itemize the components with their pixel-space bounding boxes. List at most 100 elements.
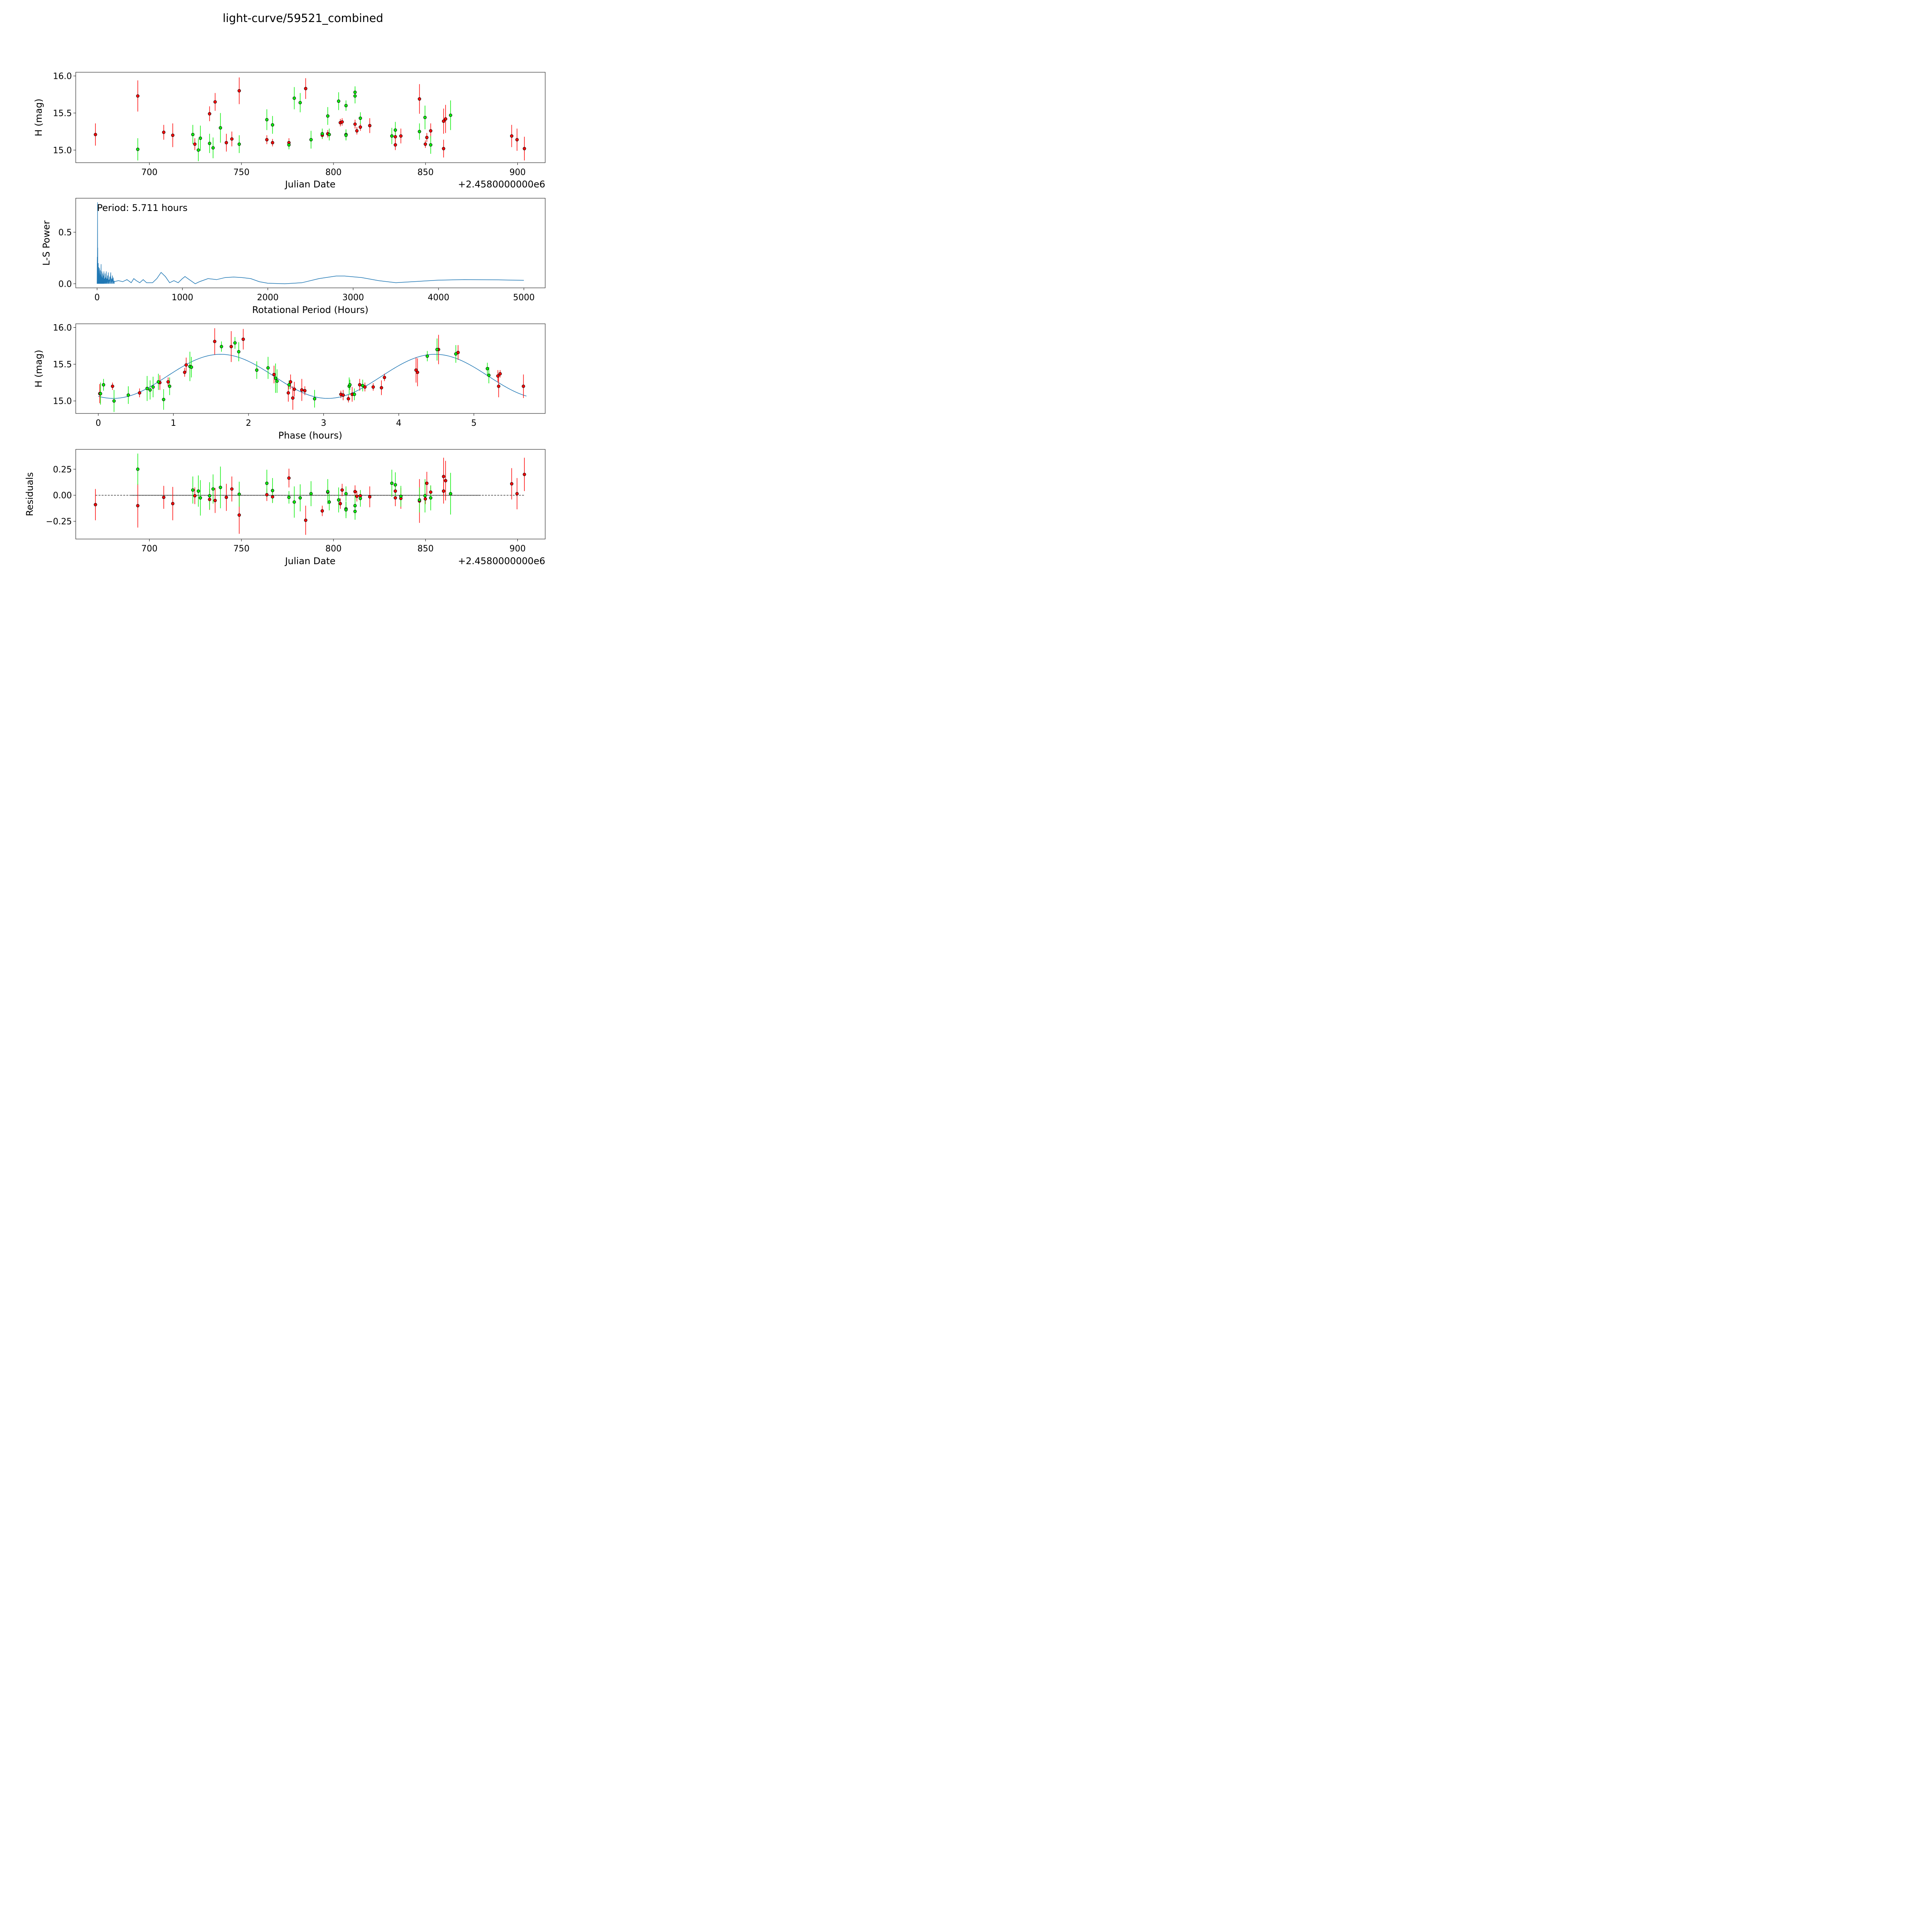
red-point [183, 371, 187, 374]
x-tick-label: 4 [396, 418, 401, 428]
x-tick-label: 2000 [257, 293, 279, 303]
red-point [213, 100, 217, 104]
green-point [136, 148, 139, 151]
green-point [423, 116, 427, 119]
green-point [233, 341, 237, 345]
red-point [355, 129, 359, 133]
red-point [393, 496, 397, 500]
green-point [449, 492, 452, 495]
red-point [289, 380, 293, 384]
red-point [304, 87, 308, 90]
x-axis-label: Phase (hours) [278, 430, 342, 441]
red-point [224, 495, 228, 499]
green-point [344, 104, 348, 107]
green-point [390, 481, 394, 485]
red-point [456, 350, 460, 354]
figure: light-curve/59521_combined Julian Date +… [0, 0, 603, 603]
y-tick-label: −0.25 [46, 517, 72, 527]
red-point [358, 383, 362, 387]
red-point [442, 474, 446, 478]
red-point [162, 131, 166, 134]
green-point [208, 494, 211, 498]
red-point [237, 513, 241, 517]
red-point [429, 490, 432, 494]
x-axis-label: Rotational Period (Hours) [252, 304, 369, 315]
green-point [237, 492, 241, 496]
x-tick-label: 900 [510, 168, 526, 177]
green-point [293, 500, 296, 504]
green-point [429, 496, 432, 500]
x-tick-label: 0 [95, 418, 101, 428]
x-tick-label: 700 [141, 168, 158, 177]
red-point [444, 117, 447, 121]
green-point [274, 376, 277, 380]
red-point [425, 136, 429, 139]
red-point [510, 482, 514, 486]
x-tick-label: 5000 [513, 293, 535, 303]
red-point [138, 391, 141, 395]
periodogram-spikes [97, 202, 115, 284]
green-point [348, 383, 352, 387]
x-offset-label: +2.4580000000e6 [458, 179, 545, 190]
axes-frame [75, 72, 546, 163]
red-point [368, 495, 372, 499]
red-point [444, 479, 447, 483]
figure-background [0, 0, 603, 603]
green-point [211, 487, 215, 491]
red-point [371, 385, 375, 389]
x-tick-label: 1000 [172, 293, 193, 303]
x-tick-label: 700 [141, 544, 158, 554]
green-point [199, 136, 202, 140]
red-point [136, 504, 139, 507]
red-point [171, 133, 175, 137]
green-point [237, 142, 241, 146]
periodogram-line [114, 272, 524, 284]
red-point [379, 386, 383, 389]
green-point [219, 126, 222, 130]
green-point [353, 90, 357, 94]
red-point [286, 391, 290, 395]
green-point [211, 146, 215, 150]
y-tick-label: 16.0 [53, 72, 72, 82]
red-point [442, 489, 446, 493]
y-tick-label: 15.5 [53, 360, 72, 370]
red-point [171, 502, 175, 505]
red-point [429, 129, 432, 133]
x-axis-label: Julian Date [284, 179, 336, 190]
green-point [327, 133, 331, 136]
green-point [393, 483, 397, 487]
red-point [496, 374, 500, 378]
red-point [515, 492, 519, 495]
green-point [271, 489, 274, 492]
green-point [271, 123, 274, 127]
red-point [193, 494, 197, 498]
red-point [230, 137, 234, 141]
green-point [337, 99, 340, 103]
green-point [266, 366, 270, 370]
green-point [326, 490, 330, 493]
red-point [320, 509, 324, 513]
red-point [162, 495, 166, 499]
red-point [242, 337, 245, 341]
period-annotation: Period: 5.711 hours [97, 202, 187, 213]
x-tick-label: 850 [417, 544, 434, 554]
x-tick-label: 750 [233, 544, 250, 554]
red-point [265, 138, 269, 141]
red-point [224, 141, 228, 145]
red-point [166, 380, 170, 384]
green-point [208, 141, 211, 145]
green-point [344, 492, 348, 495]
red-point [425, 481, 429, 485]
green-point [265, 481, 269, 485]
green-point [393, 128, 397, 132]
green-point [197, 489, 200, 493]
red-point [393, 135, 397, 139]
y-tick-label: 15.5 [53, 109, 72, 118]
green-point [344, 133, 348, 137]
red-point [510, 134, 514, 138]
red-point [399, 134, 403, 138]
red-point [442, 119, 446, 123]
green-point [156, 380, 160, 384]
red-point [303, 389, 307, 393]
y-axis-label: H (mag) [33, 350, 44, 388]
